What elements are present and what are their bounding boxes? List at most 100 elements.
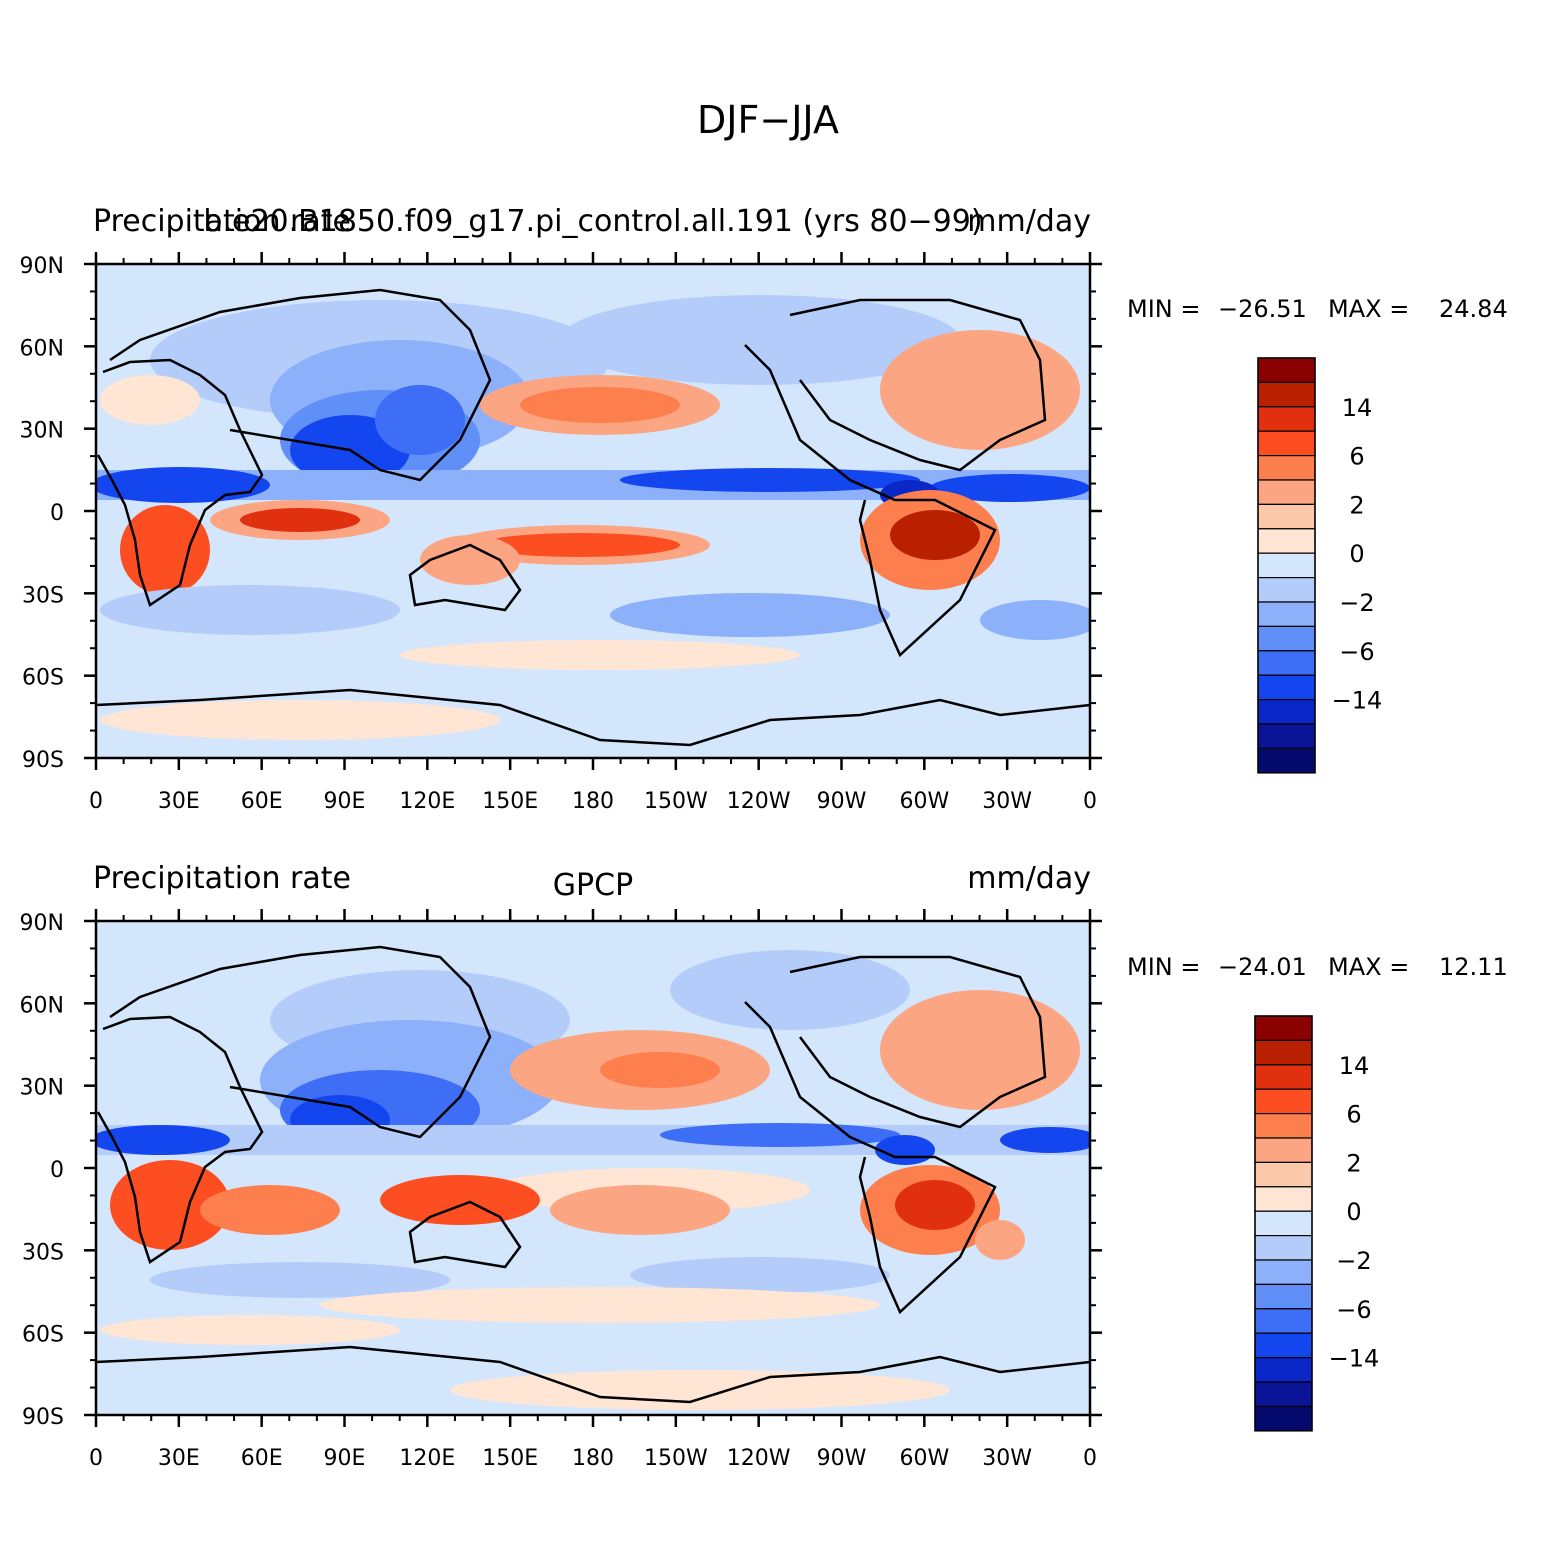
lon-tick-label: 120W: [727, 789, 791, 814]
lat-tick-label: 30S: [22, 1240, 64, 1265]
panel-left-title: Precipitation rate: [93, 204, 351, 239]
colorbar-tick-label: −6: [1336, 1296, 1371, 1324]
colorbar: 14 6 2 0 −2 −6 −14: [1254, 1015, 1380, 1432]
panel-center-title: b.e20.B1850.f09_g17.pi_control.all.191 (…: [203, 204, 982, 239]
lon-tick-label: 30W: [982, 1446, 1032, 1471]
panel-right-title: mm/day: [967, 204, 1091, 239]
colorbar-box: [1254, 1186, 1313, 1212]
lon-tick-label: 120E: [399, 1446, 455, 1471]
lat-tick-label: 90N: [20, 911, 64, 936]
panel-center-title: GPCP: [553, 868, 633, 903]
stats-max-value: 24.84: [1439, 295, 1508, 323]
lon-tick-label: 30E: [158, 789, 200, 814]
lon-tick-label: 0: [1083, 789, 1097, 814]
lat-tick-label: 60N: [20, 993, 64, 1018]
colorbar-tick-label: 14: [1342, 394, 1373, 422]
lon-tick-label: 0: [89, 1446, 103, 1471]
colorbar-box: [1257, 406, 1316, 432]
lat-tick-label: 0: [50, 501, 64, 526]
lat-tick-label: 90S: [22, 748, 64, 773]
colorbar: 14 6 2 0 −2 −6 −14: [1257, 357, 1382, 774]
colorbar-box: [1257, 479, 1316, 505]
colorbar-box: [1257, 576, 1316, 603]
colorbar-box: [1254, 1064, 1313, 1090]
lat-tick-label: 60N: [20, 336, 64, 361]
colorbar-tick-label: −6: [1339, 638, 1374, 666]
colorbar-box: [1254, 1283, 1313, 1310]
colorbar-tick-label: 2: [1346, 1149, 1361, 1177]
lon-tick-label: 60E: [241, 1446, 283, 1471]
colorbar-tick-label: 2: [1349, 491, 1364, 519]
lon-tick-label: 150E: [482, 789, 538, 814]
colorbar-box: [1254, 1015, 1313, 1041]
stats-max-label: MAX =: [1328, 953, 1409, 981]
colorbar-tick-label: 6: [1346, 1101, 1361, 1129]
coastlines: [96, 288, 1090, 747]
lon-tick-label: 90E: [324, 1446, 366, 1471]
lon-tick-label: 60E: [241, 789, 283, 814]
colorbar-tick-label: −14: [1329, 1345, 1380, 1373]
stats-max-value: 12.11: [1439, 953, 1508, 981]
stats-min-value: −26.51: [1218, 295, 1307, 323]
lon-tick-label: 120W: [727, 1446, 791, 1471]
lon-tick-label: 180: [572, 1446, 614, 1471]
panel-obs: Precipitation rate GPCP mm/day: [20, 861, 1508, 1471]
colorbar-tick-label: 6: [1349, 443, 1364, 471]
lon-tick-label: 180: [572, 789, 614, 814]
colorbar-box: [1254, 1112, 1313, 1139]
colorbar-tick-label: −2: [1339, 589, 1374, 617]
lon-tick-label: 150E: [482, 1446, 538, 1471]
colorbar-box: [1254, 1161, 1313, 1188]
map-field: [96, 264, 1090, 758]
lat-tick-label: 30N: [20, 1076, 64, 1101]
colorbar-box: [1257, 650, 1316, 676]
lon-tick-label: 30W: [982, 789, 1032, 814]
stats-min-label: MIN =: [1127, 953, 1200, 981]
lat-tick-label: 30S: [22, 583, 64, 608]
colorbar-box: [1254, 1332, 1313, 1359]
panel-left-title: Precipitation rate: [93, 861, 351, 896]
colorbar-tick-label: 0: [1349, 540, 1364, 568]
colorbar-box: [1257, 625, 1316, 652]
colorbar-box: [1257, 698, 1316, 725]
lat-tick-label: 90S: [22, 1405, 64, 1430]
lat-tick-label: 0: [50, 1158, 64, 1183]
lon-tick-label: 150W: [644, 789, 708, 814]
colorbar-box: [1257, 357, 1316, 383]
colorbar-box: [1257, 455, 1316, 481]
lat-tick-label: 90N: [20, 254, 64, 279]
panel-model: b.e20.B1850.f09_g17.pi_control.all.191 (…: [20, 204, 1508, 814]
colorbar-box: [1257, 747, 1316, 774]
colorbar-box: [1254, 1234, 1313, 1261]
colorbar-box: [1254, 1137, 1313, 1163]
stats-min-label: MIN =: [1127, 295, 1200, 323]
colorbar-box: [1257, 381, 1316, 408]
stats-max-label: MAX =: [1328, 295, 1409, 323]
map-field: [96, 921, 1090, 1415]
lon-tick-label: 90W: [817, 1446, 867, 1471]
lon-tick-label: 60W: [899, 789, 949, 814]
colorbar-box: [1257, 430, 1316, 457]
lat-tick-label: 60S: [22, 666, 64, 691]
lon-tick-label: 0: [1083, 1446, 1097, 1471]
colorbar-box: [1254, 1039, 1313, 1066]
colorbar-box: [1254, 1381, 1313, 1407]
colorbar-box: [1257, 674, 1316, 701]
colorbar-box: [1254, 1405, 1313, 1432]
colorbar-tick-label: −2: [1336, 1247, 1371, 1275]
colorbar-box: [1257, 503, 1316, 530]
colorbar-box: [1254, 1210, 1313, 1237]
colorbar-box: [1257, 552, 1316, 579]
colorbar-box: [1254, 1356, 1313, 1383]
lat-tick-label: 30N: [20, 419, 64, 444]
coastlines: [96, 945, 1090, 1404]
colorbar-box: [1257, 723, 1316, 749]
colorbar-box: [1254, 1259, 1313, 1285]
colorbar-box: [1257, 528, 1316, 554]
stats-min-value: −24.01: [1218, 953, 1307, 981]
colorbar-box: [1257, 601, 1316, 627]
colorbar-box: [1254, 1088, 1313, 1115]
lon-tick-label: 120E: [399, 789, 455, 814]
lon-tick-label: 30E: [158, 1446, 200, 1471]
